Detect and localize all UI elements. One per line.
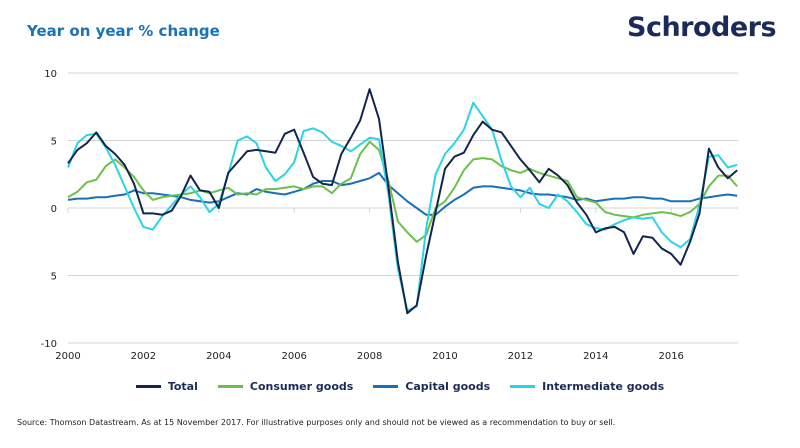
y-axis-ticks: 10 5 0 5 -10 bbox=[41, 69, 57, 350]
x-tick-label: 2002 bbox=[131, 351, 156, 362]
schroders-logo: Schroders bbox=[627, 12, 777, 43]
x-tick-label: 2004 bbox=[206, 351, 231, 362]
legend-label: Total bbox=[167, 380, 198, 393]
y-tick-label: -10 bbox=[41, 339, 57, 350]
x-axis-ticks: 2000 2002 2004 2006 2008 2010 2012 2014 2016 bbox=[55, 208, 684, 362]
legend-item-capital-goods: Capital goods bbox=[373, 380, 490, 393]
chart-title: Year on year % change bbox=[27, 22, 220, 40]
y-tick-label: 10 bbox=[44, 69, 57, 80]
legend-label: Intermediate goods bbox=[542, 380, 665, 393]
gridlines bbox=[68, 72, 738, 344]
y-tick-label: 0 bbox=[51, 204, 57, 215]
legend-item-consumer-goods: Consumer goods bbox=[217, 380, 354, 393]
legend-label: Capital goods bbox=[405, 380, 491, 393]
legend-swatch bbox=[510, 385, 536, 388]
y-tick-label: 5 bbox=[51, 137, 57, 148]
y-tick-label: 5 bbox=[51, 272, 57, 283]
legend-label: Consumer goods bbox=[249, 380, 354, 393]
legend-swatch bbox=[373, 385, 399, 388]
legend-item-total: Total bbox=[135, 380, 198, 393]
legend-swatch bbox=[217, 385, 243, 388]
x-tick-label: 2014 bbox=[583, 351, 608, 362]
x-tick-label: 2000 bbox=[55, 351, 80, 362]
series-line-total bbox=[67, 88, 738, 315]
x-tick-label: 2012 bbox=[508, 351, 533, 362]
series-lines bbox=[67, 88, 738, 315]
legend-item-intermediate-goods: Intermediate goods bbox=[510, 380, 664, 393]
series-line-intermediate-goods bbox=[67, 101, 738, 312]
x-tick-label: 2010 bbox=[432, 351, 457, 362]
x-tick-label: 2016 bbox=[658, 351, 683, 362]
legend: Total Consumer goods Capital goods Intermed… bbox=[0, 378, 800, 393]
series-line-consumer-goods bbox=[67, 140, 738, 243]
x-tick-label: 2006 bbox=[281, 351, 306, 362]
legend-swatch bbox=[135, 385, 161, 388]
source-note: Source: Thomson Datastream. As at 15 Nov… bbox=[17, 418, 616, 427]
x-tick-label: 2008 bbox=[357, 351, 382, 362]
